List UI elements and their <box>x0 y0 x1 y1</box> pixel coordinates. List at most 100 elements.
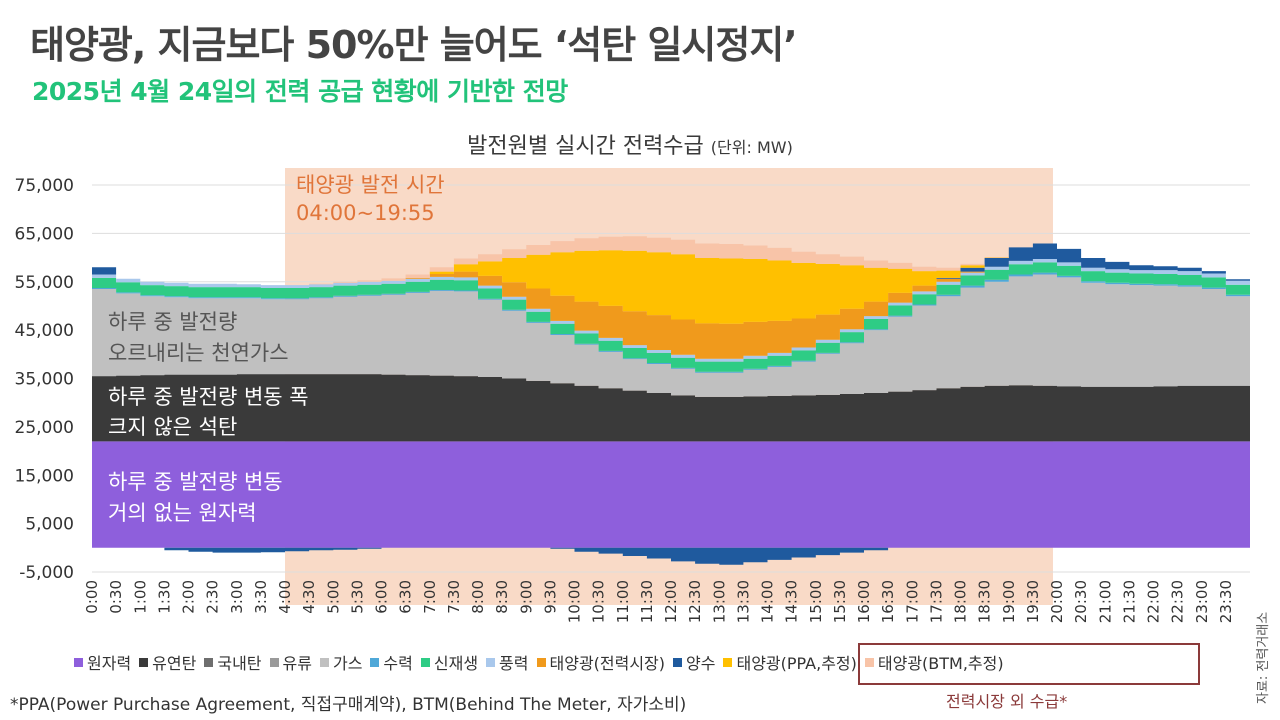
legend-item: 수력 <box>370 650 413 674</box>
chart-unit: (단위: MW) <box>710 138 793 157</box>
x-tick-label: 1:30 <box>155 580 173 614</box>
source-credit: 자료: 전력거래소 <box>1256 611 1271 704</box>
legend-swatch <box>723 657 733 667</box>
x-tick-label: 6:30 <box>397 580 415 614</box>
chart-title: 발전원별 실시간 전력수급 (단위: MW) <box>0 128 1260 160</box>
legend-swatch <box>673 657 683 667</box>
x-tick-label: 13:00 <box>710 580 728 623</box>
x-tick-label: 11:30 <box>638 580 656 623</box>
x-tick-label: 13:30 <box>734 580 752 623</box>
off-market-legend-box <box>858 643 1200 685</box>
area-태양광(PPA,추정) <box>92 243 1250 324</box>
x-tick-label: 9:00 <box>517 580 535 614</box>
x-tick-label: 18:30 <box>976 580 994 623</box>
legend-label: 수력 <box>383 654 413 673</box>
x-tick-label: 1:00 <box>131 580 149 614</box>
legend-item: 풍력 <box>486 650 529 674</box>
area-태양광(전력시장) <box>92 259 1250 359</box>
legend-item: 유연탄 <box>139 650 196 674</box>
legend-label: 태양광(BTM,추정) <box>877 654 1004 673</box>
legend-swatch <box>420 657 430 667</box>
page-title: 태양광, 지금보다 50%만 늘어도 ‘석탄 일시정지’ <box>30 23 798 67</box>
legend-item: 가스 <box>319 650 363 674</box>
y-tick-label: 25,000 <box>15 418 74 438</box>
legend-swatch <box>139 657 149 667</box>
y-tick-label: -5,000 <box>19 563 74 583</box>
x-tick-label: 7:30 <box>445 580 463 614</box>
x-tick-label: 21:30 <box>1120 580 1138 623</box>
x-tick-label: 10:30 <box>590 580 608 623</box>
x-tick-label: 14:30 <box>783 580 801 623</box>
x-tick-label: 22:30 <box>1169 580 1187 623</box>
legend-label: 유연탄 <box>152 654 197 673</box>
x-tick-label: 22:00 <box>1145 580 1163 623</box>
legend-swatch <box>370 657 380 667</box>
x-tick-label: 3:30 <box>252 580 270 614</box>
x-tick-label: 0:00 <box>83 580 101 614</box>
legend: 원자력 유연탄 국내탄 유류 가스 수력 신재생 풍력 태양광(전력시장) 양수 태양광(PPA,추… <box>74 650 1012 674</box>
x-tick-label: 2:00 <box>180 580 198 614</box>
x-tick-label: 2:30 <box>204 580 222 614</box>
x-tick-label: 18:00 <box>952 580 970 623</box>
legend-swatch <box>864 657 874 667</box>
legend-swatch <box>74 657 83 667</box>
legend-item: 국내탄 <box>204 650 262 674</box>
legend-item: 유류 <box>269 650 312 674</box>
legend-item: 신재생 <box>420 650 479 674</box>
legend-swatch <box>536 657 546 667</box>
legend-label: 원자력 <box>87 654 132 673</box>
x-tick-label: 0:30 <box>107 580 125 614</box>
x-tick-label: 3:00 <box>228 580 246 614</box>
x-tick-label: 12:00 <box>662 580 680 623</box>
x-tick-label: 16:00 <box>855 580 873 623</box>
coal-annotation-line1: 하루 중 발전량 변동 폭 <box>108 385 309 409</box>
legend-swatch <box>204 657 214 667</box>
x-tick-label: 17:30 <box>927 580 945 623</box>
x-tick-label: 8:30 <box>493 580 511 614</box>
legend-swatch <box>486 657 496 667</box>
legend-item: 태양광(PPA,추정) <box>723 650 857 674</box>
x-tick-label: 20:00 <box>1048 580 1066 623</box>
y-tick-label: 55,000 <box>15 273 74 293</box>
area-pumped-storage-charging <box>92 547 1250 565</box>
x-tick-label: 19:00 <box>1000 580 1018 623</box>
y-tick-label: 75,000 <box>15 176 74 196</box>
x-tick-label: 21:00 <box>1096 580 1114 623</box>
legend-label: 태양광(전력시장) <box>549 654 666 673</box>
area-가스 <box>92 274 1250 397</box>
y-tick-label: 65,000 <box>15 224 74 244</box>
area-원자력 <box>92 441 1250 548</box>
solar-window-label-line2: 04:00~19:55 <box>296 201 435 225</box>
x-tick-label: 12:30 <box>686 580 704 623</box>
gas-annotation-line1: 하루 중 발전량 <box>108 310 237 334</box>
legend-label: 가스 <box>332 654 363 673</box>
x-tick-label: 6:00 <box>373 580 391 614</box>
x-tick-label: 7:00 <box>421 580 439 614</box>
legend-item: 양수 <box>673 650 715 674</box>
x-tick-label: 14:00 <box>759 580 777 623</box>
legend-label: 양수 <box>686 654 716 673</box>
x-tick-label: 23:00 <box>1193 580 1211 623</box>
x-tick-label: 11:00 <box>614 580 632 623</box>
legend-label: 풍력 <box>499 654 529 673</box>
x-tick-label: 4:30 <box>300 580 318 614</box>
coal-annotation-line2: 크지 않은 석탄 <box>108 415 237 439</box>
solar-window-label-line1: 태양광 발전 시간 <box>296 173 445 197</box>
x-tick-label: 4:00 <box>276 580 294 614</box>
y-tick-label: 45,000 <box>15 321 74 341</box>
y-tick-label: 15,000 <box>15 466 74 486</box>
x-tick-label: 15:00 <box>807 580 825 623</box>
x-tick-label: 16:30 <box>879 580 897 623</box>
legend-label: 신재생 <box>433 654 479 673</box>
x-tick-label: 20:30 <box>1072 580 1090 623</box>
x-tick-label: 5:30 <box>348 580 366 614</box>
legend-item: 태양광(BTM,추정) <box>864 650 1004 674</box>
legend-label: 유류 <box>282 654 312 673</box>
area-신재생 <box>92 262 1250 372</box>
off-market-legend-label: 전력시장 외 수급* <box>946 692 1068 711</box>
legend-item: 태양광(전력시장) <box>536 650 666 674</box>
x-tick-label: 17:00 <box>903 580 921 623</box>
legend-label: 태양광(PPA,추정) <box>736 654 857 673</box>
x-tick-label: 8:00 <box>469 580 487 614</box>
